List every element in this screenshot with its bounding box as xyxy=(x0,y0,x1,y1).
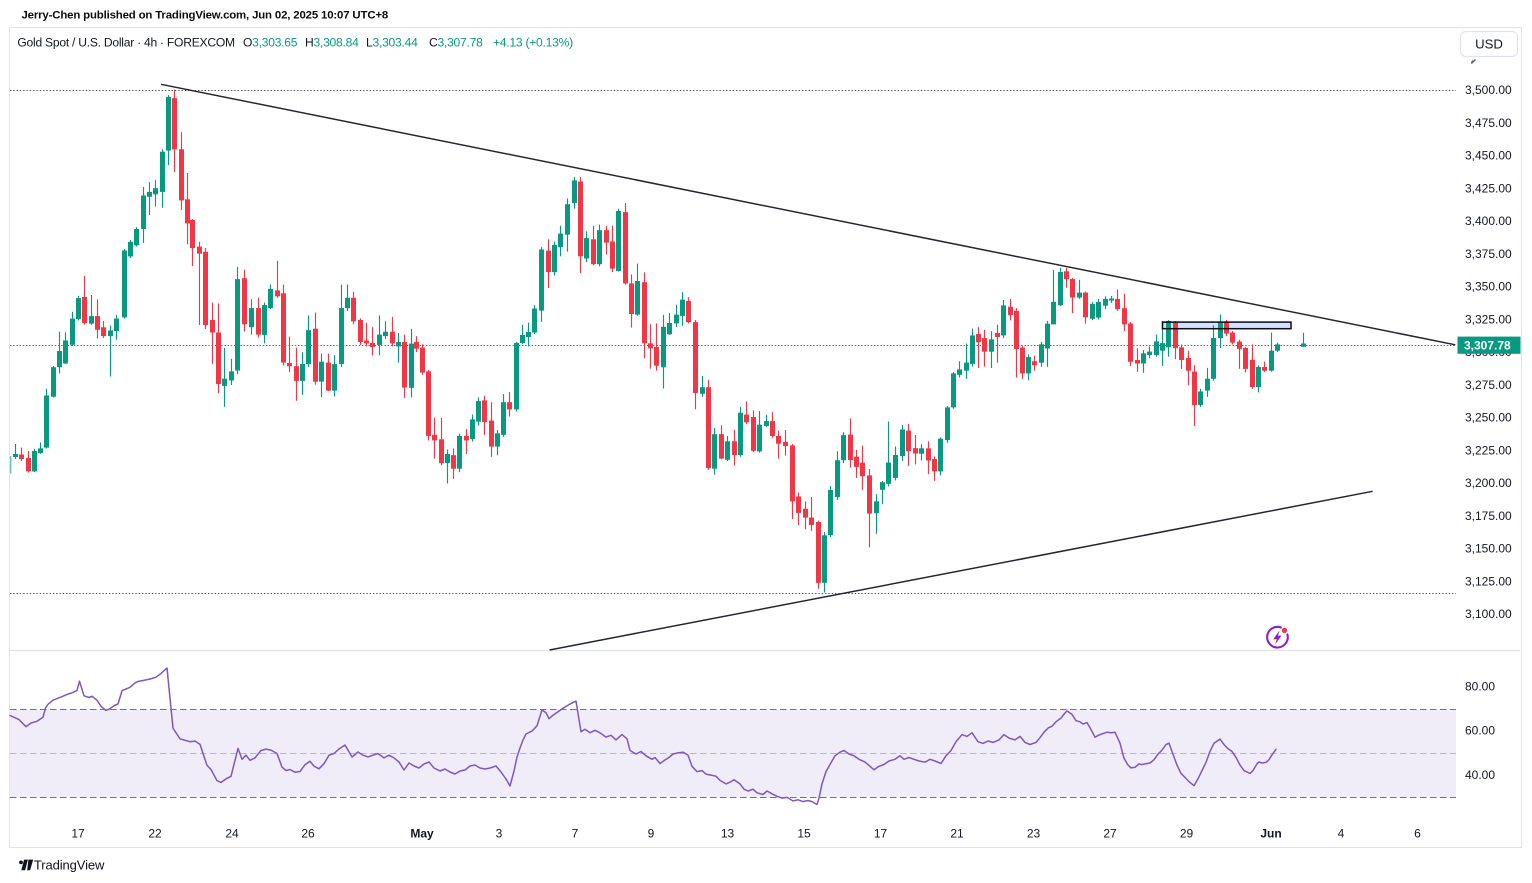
svg-text:3,100.00: 3,100.00 xyxy=(1465,607,1512,621)
svg-text:17: 17 xyxy=(874,827,888,841)
svg-text:17: 17 xyxy=(71,827,85,841)
svg-text:3,125.00: 3,125.00 xyxy=(1465,575,1512,589)
svg-text:3,275.00: 3,275.00 xyxy=(1465,378,1512,392)
svg-text:May: May xyxy=(410,827,434,841)
svg-text:Gold Spot / U.S. Dollar · 4h ·: Gold Spot / U.S. Dollar · 4h · FOREXCOM O… xyxy=(17,35,573,49)
svg-text:3: 3 xyxy=(496,827,503,841)
svg-text:Jerry-Chen published on Tradin: Jerry-Chen published on TradingView.com,… xyxy=(22,10,389,22)
svg-text:6: 6 xyxy=(1414,827,1421,841)
svg-text:3,307.78: 3,307.78 xyxy=(1464,339,1511,353)
svg-text:26: 26 xyxy=(301,827,315,841)
svg-text:80.00: 80.00 xyxy=(1465,679,1495,693)
svg-text:TradingView: TradingView xyxy=(34,858,105,873)
svg-text:15: 15 xyxy=(797,827,811,841)
svg-text:24: 24 xyxy=(225,827,239,841)
svg-text:7: 7 xyxy=(572,827,579,841)
svg-text:3,225.00: 3,225.00 xyxy=(1465,444,1512,458)
svg-text:3,250.00: 3,250.00 xyxy=(1465,411,1512,425)
svg-text:22: 22 xyxy=(148,827,162,841)
svg-text:3,200.00: 3,200.00 xyxy=(1465,476,1512,490)
svg-text:3,450.00: 3,450.00 xyxy=(1465,149,1512,163)
svg-text:3,500.00: 3,500.00 xyxy=(1465,83,1512,97)
svg-text:3,175.00: 3,175.00 xyxy=(1465,509,1512,523)
svg-text:3,475.00: 3,475.00 xyxy=(1465,116,1512,130)
svg-text:9: 9 xyxy=(648,827,655,841)
svg-text:3,425.00: 3,425.00 xyxy=(1465,182,1512,196)
svg-text:40.00: 40.00 xyxy=(1465,768,1495,782)
svg-text:Jun: Jun xyxy=(1260,827,1281,841)
svg-text:3,400.00: 3,400.00 xyxy=(1465,214,1512,228)
svg-text:3,375.00: 3,375.00 xyxy=(1465,247,1512,261)
svg-text:3,350.00: 3,350.00 xyxy=(1465,280,1512,294)
svg-text:23: 23 xyxy=(1027,827,1041,841)
svg-text:29: 29 xyxy=(1180,827,1194,841)
svg-text:4: 4 xyxy=(1338,827,1345,841)
svg-text:3,150.00: 3,150.00 xyxy=(1465,542,1512,556)
svg-text:27: 27 xyxy=(1103,827,1117,841)
svg-text:60.00: 60.00 xyxy=(1465,724,1495,738)
svg-text:13: 13 xyxy=(721,827,735,841)
svg-text:3,325.00: 3,325.00 xyxy=(1465,313,1512,327)
svg-text:USD: USD xyxy=(1475,37,1503,52)
svg-text:21: 21 xyxy=(950,827,964,841)
